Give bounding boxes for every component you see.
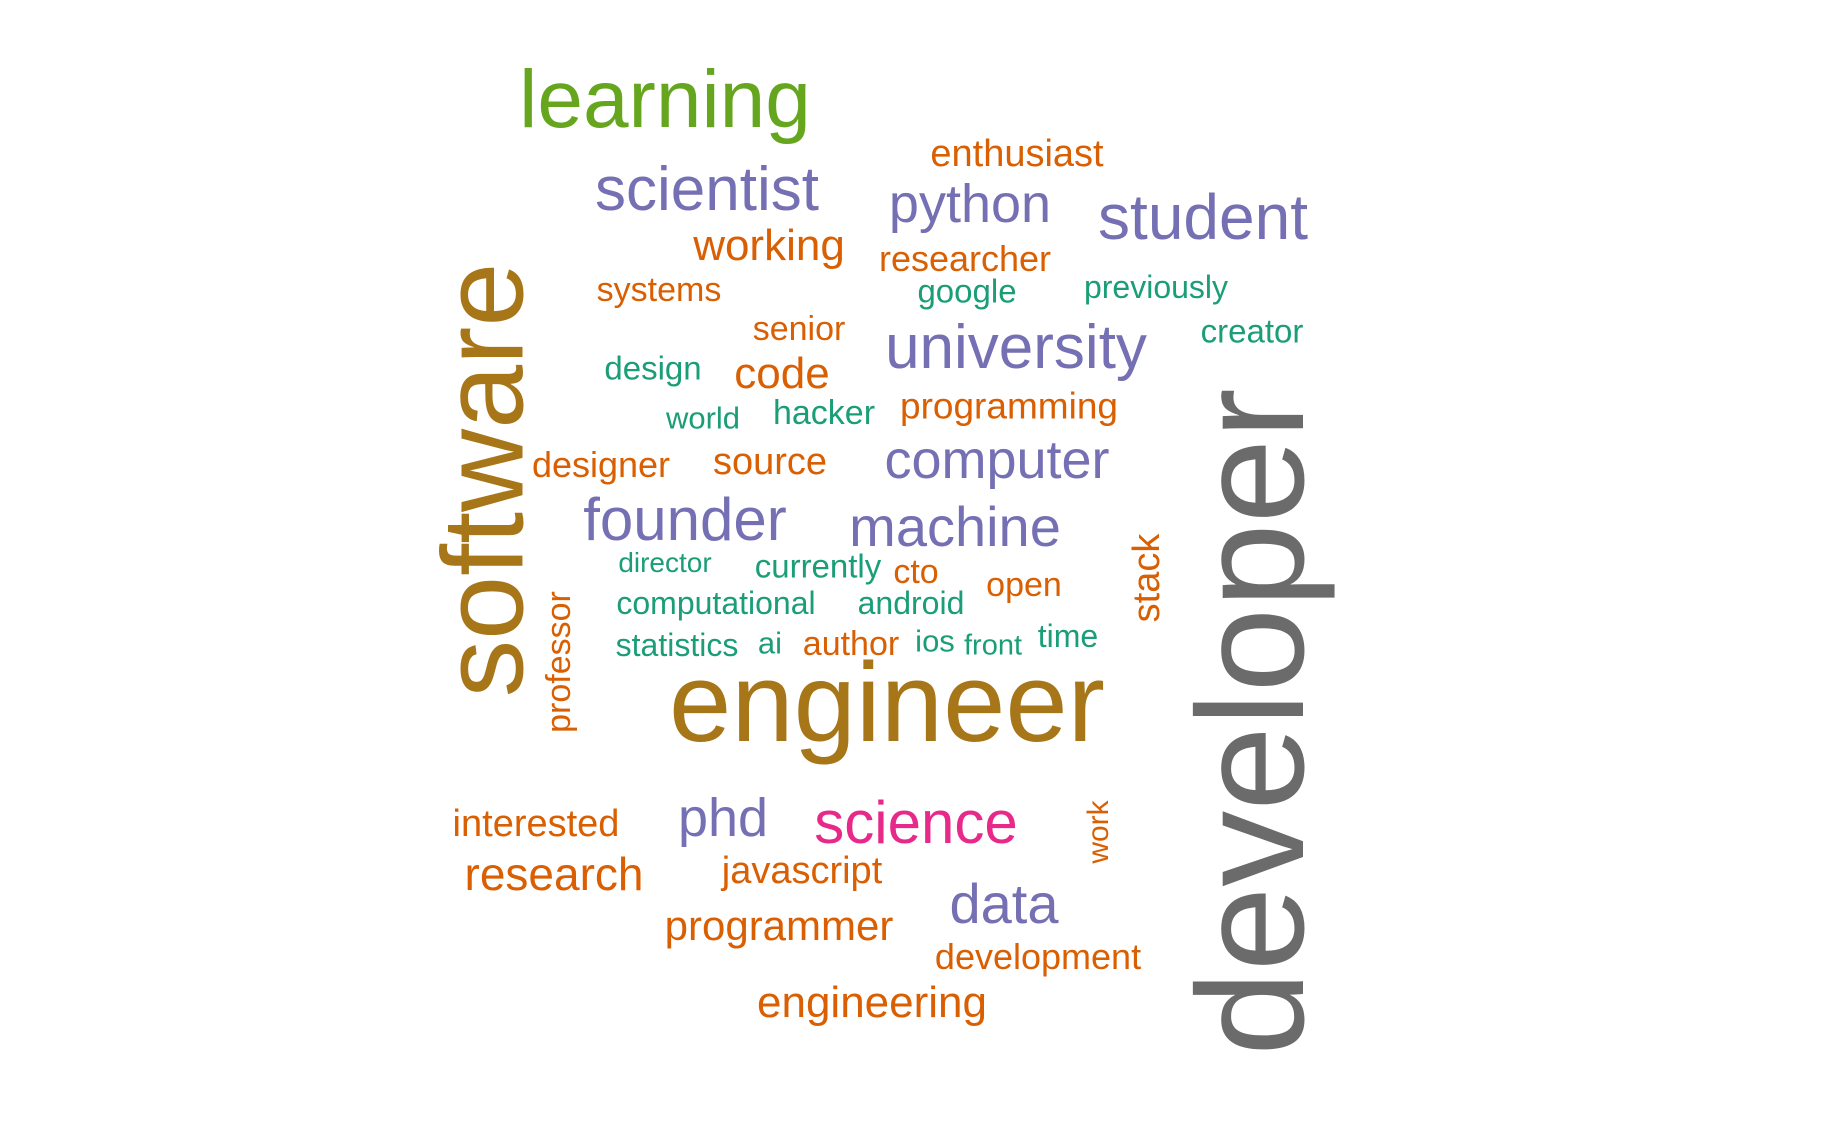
word-director: director (618, 547, 712, 578)
word-student: student (1098, 181, 1308, 253)
word-stack: stack (1126, 533, 1168, 623)
word-working: working (693, 221, 845, 270)
word-programmer: programmer (664, 902, 894, 949)
word-work: work (1082, 800, 1115, 864)
word-science: science (814, 789, 1018, 856)
word-learning: learning (519, 54, 811, 145)
word-machine: machine (849, 495, 1061, 558)
word-android: android (857, 585, 965, 621)
word-time: time (1037, 618, 1099, 654)
word-computer: computer (884, 430, 1110, 490)
word-currently: currently (754, 547, 882, 585)
word-engineering: engineering (757, 978, 987, 1027)
word-code: code (734, 349, 830, 398)
word-ios: ios (915, 623, 955, 659)
word-professor: professor (540, 591, 578, 733)
word-world: world (665, 400, 741, 436)
word-ai: ai (757, 625, 783, 661)
word-author: author (802, 625, 900, 663)
word-source: source (712, 441, 828, 483)
word-google: google (917, 272, 1017, 310)
word-open: open (986, 566, 1062, 604)
word-researcher: researcher (878, 238, 1052, 279)
word-interested: interested (452, 803, 620, 845)
word-scientist: scientist (595, 155, 819, 224)
word-statistics: statistics (615, 627, 739, 663)
word-systems: systems (596, 271, 722, 309)
word-designer: designer (531, 444, 671, 485)
word-founder: founder (583, 486, 787, 553)
word-previously: previously (1083, 269, 1229, 305)
word-data: data (949, 872, 1059, 935)
word-senior: senior (752, 310, 846, 348)
word-engineer: engineer (669, 640, 1105, 765)
word-software: software (419, 262, 548, 698)
word-university: university (885, 313, 1147, 382)
word-creator: creator (1200, 312, 1304, 350)
word-developer: developer (1166, 388, 1336, 1056)
word-phd: phd (677, 788, 769, 848)
word-enthusiast: enthusiast (930, 133, 1104, 175)
word-javascript: javascript (721, 850, 883, 892)
word-research: research (464, 848, 644, 900)
word-hacker: hacker (772, 394, 876, 432)
word-python: python (888, 174, 1052, 234)
word-front: front (963, 629, 1023, 662)
word-programming: programming (900, 385, 1118, 427)
word-computational: computational (616, 585, 816, 621)
word-cto: cto (893, 553, 939, 591)
word-development: development (934, 936, 1142, 977)
word-design: design (604, 349, 702, 387)
